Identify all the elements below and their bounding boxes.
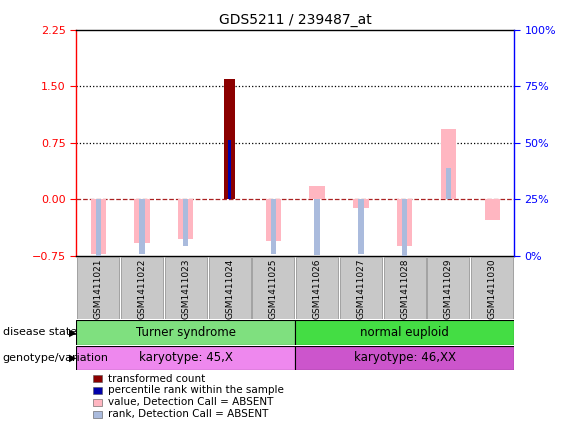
Text: disease state: disease state [3, 327, 77, 338]
Bar [485, 199, 500, 220]
Bar [296, 257, 338, 319]
Text: ▶: ▶ [69, 327, 76, 338]
Text: genotype/variation: genotype/variation [3, 353, 109, 363]
Bar [228, 140, 231, 199]
Bar [446, 168, 451, 199]
Title: GDS5211 / 239487_at: GDS5211 / 239487_at [219, 13, 372, 27]
Bar [310, 186, 325, 199]
Text: value, Detection Call = ABSENT: value, Detection Call = ABSENT [108, 397, 273, 407]
Bar [266, 199, 281, 241]
Text: GSM1411024: GSM1411024 [225, 258, 234, 319]
Text: GSM1411028: GSM1411028 [400, 258, 409, 319]
Bar [121, 257, 163, 319]
Text: Turner syndrome: Turner syndrome [136, 326, 236, 339]
Bar [178, 199, 193, 239]
Bar [384, 257, 425, 319]
Text: transformed count: transformed count [108, 374, 205, 384]
Bar [134, 199, 150, 243]
Bar [183, 199, 188, 246]
Text: ▶: ▶ [69, 353, 76, 363]
Bar [402, 199, 407, 258]
Text: GSM1411023: GSM1411023 [181, 258, 190, 319]
Text: normal euploid: normal euploid [360, 326, 449, 339]
Text: karyotype: 46,XX: karyotype: 46,XX [354, 352, 456, 364]
Bar [77, 257, 119, 319]
Bar [253, 257, 294, 319]
Bar [441, 129, 456, 199]
Bar [90, 199, 106, 254]
Bar [428, 257, 470, 319]
Bar [95, 199, 101, 258]
Text: GSM1411030: GSM1411030 [488, 258, 497, 319]
Text: GSM1411025: GSM1411025 [269, 258, 278, 319]
Bar [271, 199, 276, 254]
Bar [315, 199, 320, 255]
Bar [224, 79, 235, 199]
Bar [208, 257, 250, 319]
Text: GSM1411022: GSM1411022 [137, 258, 146, 319]
Text: percentile rank within the sample: percentile rank within the sample [108, 385, 284, 396]
Text: rank, Detection Call = ABSENT: rank, Detection Call = ABSENT [108, 409, 268, 419]
Text: GSM1411026: GSM1411026 [312, 258, 321, 319]
Text: GSM1411027: GSM1411027 [357, 258, 366, 319]
Text: GSM1411029: GSM1411029 [444, 258, 453, 319]
Bar [471, 257, 513, 319]
Bar [295, 320, 514, 345]
Bar [397, 199, 412, 246]
Bar [358, 199, 363, 254]
Bar [165, 257, 207, 319]
Bar [76, 346, 295, 370]
Text: karyotype: 45,X: karyotype: 45,X [139, 352, 233, 364]
Text: GSM1411021: GSM1411021 [94, 258, 103, 319]
Bar [340, 257, 382, 319]
Bar [353, 199, 368, 209]
Bar [76, 320, 295, 345]
Bar [295, 346, 514, 370]
Bar [140, 199, 145, 254]
